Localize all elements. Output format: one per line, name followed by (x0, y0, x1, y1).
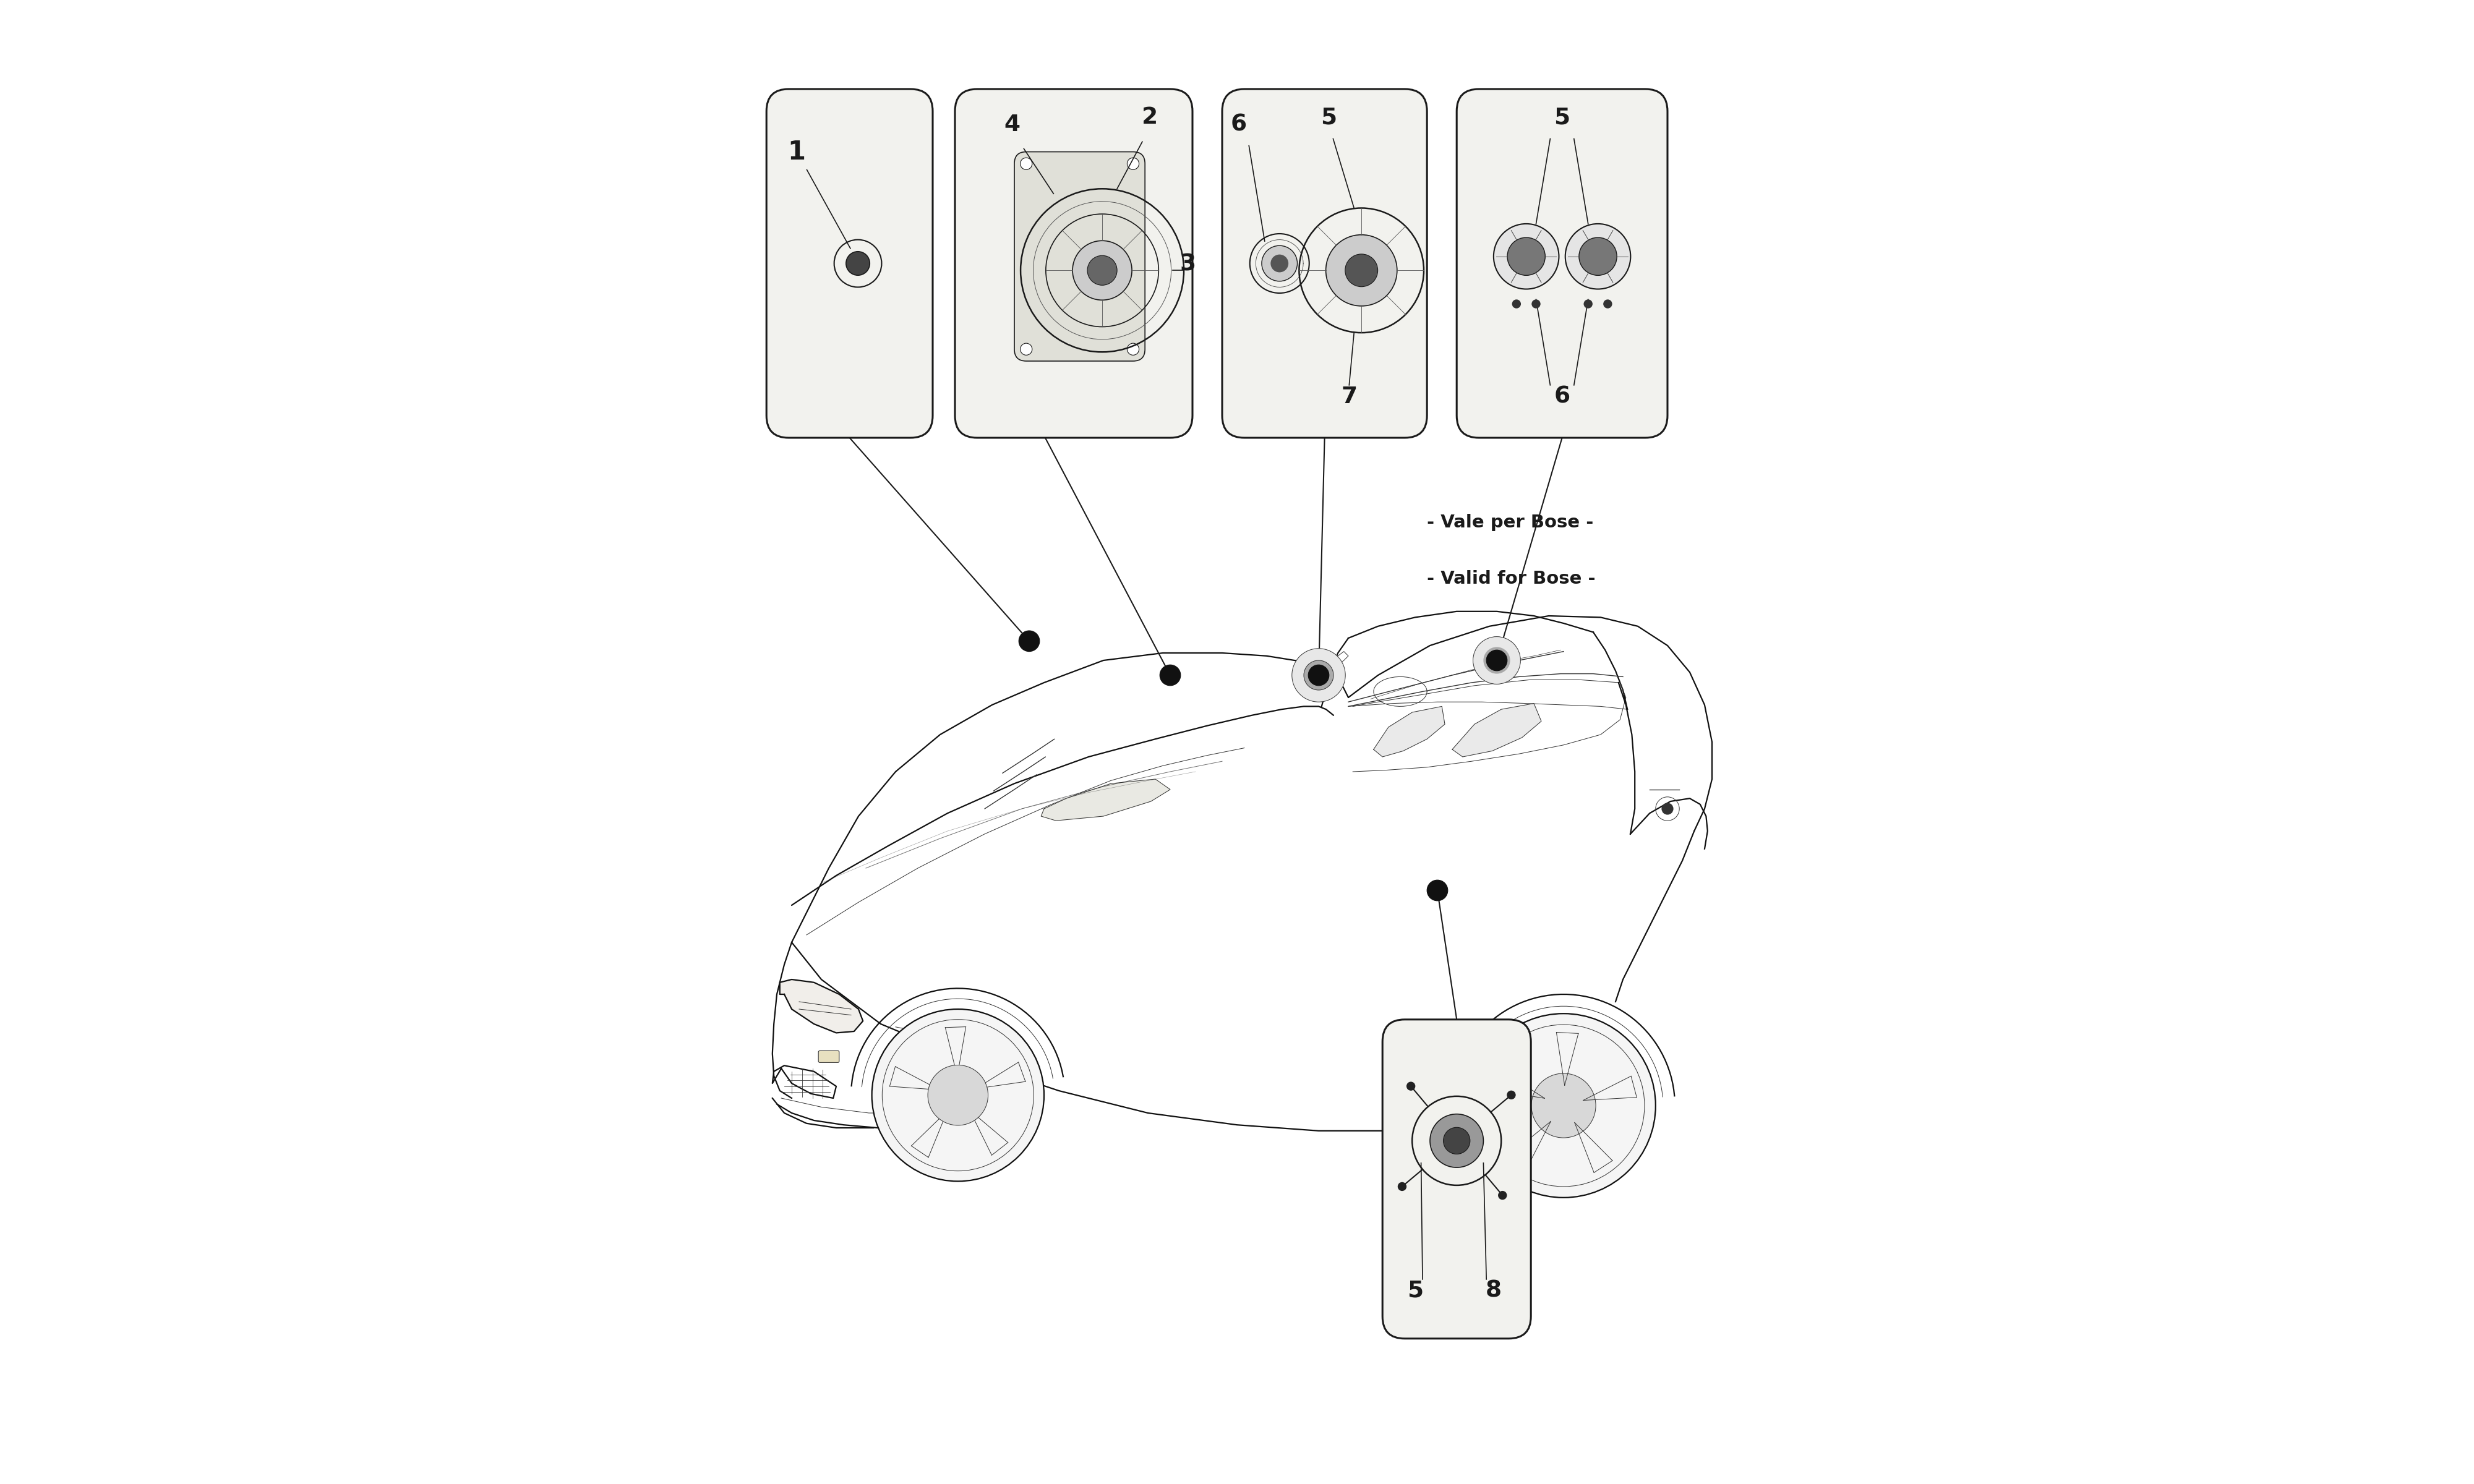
Text: 3: 3 (1180, 254, 1195, 276)
Circle shape (1544, 1085, 1583, 1126)
Circle shape (1472, 1014, 1655, 1198)
Circle shape (1160, 665, 1180, 686)
Circle shape (1578, 237, 1618, 276)
Circle shape (1472, 637, 1522, 684)
Polygon shape (1452, 703, 1541, 757)
Circle shape (1583, 300, 1593, 309)
Circle shape (1128, 157, 1138, 169)
Text: 8: 8 (1487, 1279, 1502, 1301)
FancyBboxPatch shape (1383, 1020, 1531, 1339)
Text: 5: 5 (1321, 107, 1336, 129)
Text: - Valid for Bose -: - Valid for Bose - (1427, 570, 1596, 588)
Circle shape (1512, 300, 1522, 309)
Circle shape (1019, 343, 1032, 355)
Circle shape (1499, 1190, 1507, 1199)
Text: 1: 1 (787, 139, 807, 165)
Text: 5: 5 (1408, 1279, 1423, 1301)
Text: - Vale per Bose -: - Vale per Bose - (1427, 513, 1593, 531)
Circle shape (1566, 224, 1630, 289)
Circle shape (1326, 234, 1398, 306)
FancyBboxPatch shape (767, 89, 933, 438)
Polygon shape (1042, 779, 1170, 821)
Circle shape (871, 1009, 1044, 1181)
Circle shape (1507, 237, 1546, 276)
Circle shape (1663, 803, 1672, 815)
Text: 5: 5 (1554, 107, 1571, 129)
Circle shape (1398, 1183, 1408, 1192)
Circle shape (1494, 224, 1559, 289)
Text: 7: 7 (1341, 386, 1358, 408)
FancyBboxPatch shape (1014, 151, 1145, 361)
FancyBboxPatch shape (1222, 89, 1427, 438)
Circle shape (1603, 300, 1613, 309)
Text: 2: 2 (1141, 107, 1158, 129)
Circle shape (1427, 880, 1447, 901)
Circle shape (1346, 254, 1378, 286)
Text: 6: 6 (1554, 386, 1571, 408)
Circle shape (1430, 1114, 1484, 1168)
Circle shape (1487, 650, 1507, 671)
Circle shape (1311, 668, 1326, 683)
Circle shape (928, 1066, 987, 1125)
Circle shape (940, 1076, 977, 1114)
Circle shape (1531, 1073, 1596, 1138)
Circle shape (1442, 1128, 1470, 1155)
Circle shape (1128, 343, 1138, 355)
Circle shape (1507, 1091, 1517, 1100)
Circle shape (1484, 647, 1509, 674)
Text: 6: 6 (1230, 114, 1247, 137)
Circle shape (1074, 240, 1133, 300)
Polygon shape (779, 979, 863, 1033)
Circle shape (1531, 300, 1541, 309)
Circle shape (1405, 1082, 1415, 1091)
FancyBboxPatch shape (1457, 89, 1667, 438)
Circle shape (1309, 665, 1329, 686)
Circle shape (1304, 660, 1333, 690)
Circle shape (1089, 255, 1118, 285)
Circle shape (846, 251, 871, 276)
Circle shape (1272, 254, 1289, 273)
Circle shape (1019, 631, 1039, 651)
Circle shape (1262, 245, 1296, 280)
Polygon shape (1373, 706, 1445, 757)
Text: 4: 4 (1004, 114, 1019, 137)
Circle shape (1019, 157, 1032, 169)
FancyBboxPatch shape (819, 1051, 839, 1063)
Circle shape (1291, 649, 1346, 702)
FancyBboxPatch shape (955, 89, 1192, 438)
